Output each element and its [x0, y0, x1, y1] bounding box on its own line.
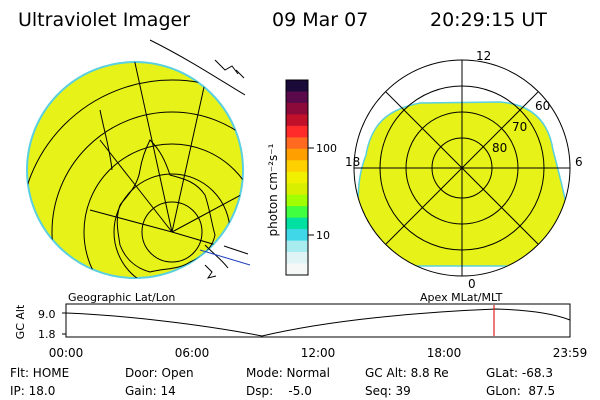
mlt-label-0: 0	[468, 277, 476, 291]
color-bar-segment	[286, 80, 308, 93]
color-bar-segment	[286, 194, 308, 207]
time-tick-2359: 23:59	[553, 346, 588, 360]
altitude-axis-label: GC Alt	[14, 304, 27, 339]
time-tick-1200: 12:00	[301, 346, 336, 360]
mlt-label-18: 18	[345, 155, 360, 169]
status-dsp: Dsp: -5.0	[246, 384, 312, 398]
magnetic-polar-map: 12 18 6 0 60 70 80 Apex MLat/MLT	[345, 49, 583, 304]
altitude-curve	[65, 308, 571, 337]
altitude-tick-1-8: 1.8	[38, 328, 56, 341]
altitude-plot: GC Alt 9.0 1.8 00:00 06:00 12:00 18:00 2…	[14, 303, 588, 360]
geographic-grid-overflow	[149, 39, 249, 279]
color-bar-segment	[286, 148, 308, 161]
color-bar-segment	[286, 125, 308, 138]
color-bar-segment	[286, 183, 308, 196]
status-seq: Seq: 39	[365, 384, 411, 398]
geographic-caption: Geographic Lat/Lon	[68, 291, 175, 304]
color-bar-gradient	[286, 80, 308, 276]
color-bar-segment	[286, 91, 308, 104]
color-bar-segment	[286, 252, 308, 265]
color-bar-label-10: 10	[316, 229, 330, 242]
status-ip: IP: 18.0	[10, 384, 55, 398]
color-bar-segment	[286, 263, 308, 276]
status-flight: Flt: HOME	[10, 366, 69, 380]
magnetic-grid	[353, 59, 571, 277]
altitude-plot-frame	[65, 303, 571, 338]
color-bar-segment	[286, 217, 308, 230]
color-bar-unit: photon cm⁻²s⁻¹	[266, 143, 280, 236]
color-bar-frame	[285, 79, 309, 276]
color-bar: 100 10 photon cm⁻²s⁻¹	[266, 79, 337, 276]
status-door: Door: Open	[125, 366, 194, 380]
color-bar-segment	[286, 240, 308, 253]
color-bar-segment	[286, 137, 308, 150]
mlt-label-12: 12	[476, 49, 491, 63]
time-tick-1800: 18:00	[427, 346, 462, 360]
time-tick-0000: 00:00	[49, 346, 84, 360]
altitude-tick-9: 9.0	[38, 308, 56, 321]
status-glon: GLon: 87.5	[486, 384, 555, 398]
color-bar-segment	[286, 171, 308, 184]
instrument-title: Ultraviolet Imager	[18, 9, 190, 31]
geographic-grid	[27, 62, 243, 278]
mlt-label-6: 6	[575, 155, 583, 169]
observation-date: 09 Mar 07	[272, 9, 368, 31]
magnetic-image-region	[357, 101, 570, 267]
color-bar-segment	[286, 206, 308, 219]
color-bar-segment	[286, 160, 308, 173]
status-panel: Flt: HOME IP: 18.0 Door: Open Gain: 14 M…	[10, 366, 555, 398]
color-bar-segment	[286, 229, 308, 242]
color-bar-label-100: 100	[316, 142, 337, 155]
status-gain: Gain: 14	[125, 384, 176, 398]
mlat-label-80: 80	[492, 141, 507, 155]
color-bar-segment	[286, 102, 308, 116]
time-tick-0600: 06:00	[175, 346, 210, 360]
terminator-line	[199, 249, 251, 266]
mlat-label-60: 60	[535, 99, 550, 113]
geographic-map: Geographic Lat/Lon	[26, 39, 251, 304]
color-bar-segment	[286, 114, 308, 127]
observation-time: 20:29:15 UT	[430, 9, 547, 31]
magnetic-caption: Apex MLat/MLT	[420, 291, 503, 304]
status-gc-alt: GC Alt: 8.8 Re	[365, 366, 449, 380]
mlat-label-70: 70	[512, 120, 527, 134]
status-mode: Mode: Normal	[246, 366, 330, 380]
status-glat: GLat: -68.3	[486, 366, 553, 380]
